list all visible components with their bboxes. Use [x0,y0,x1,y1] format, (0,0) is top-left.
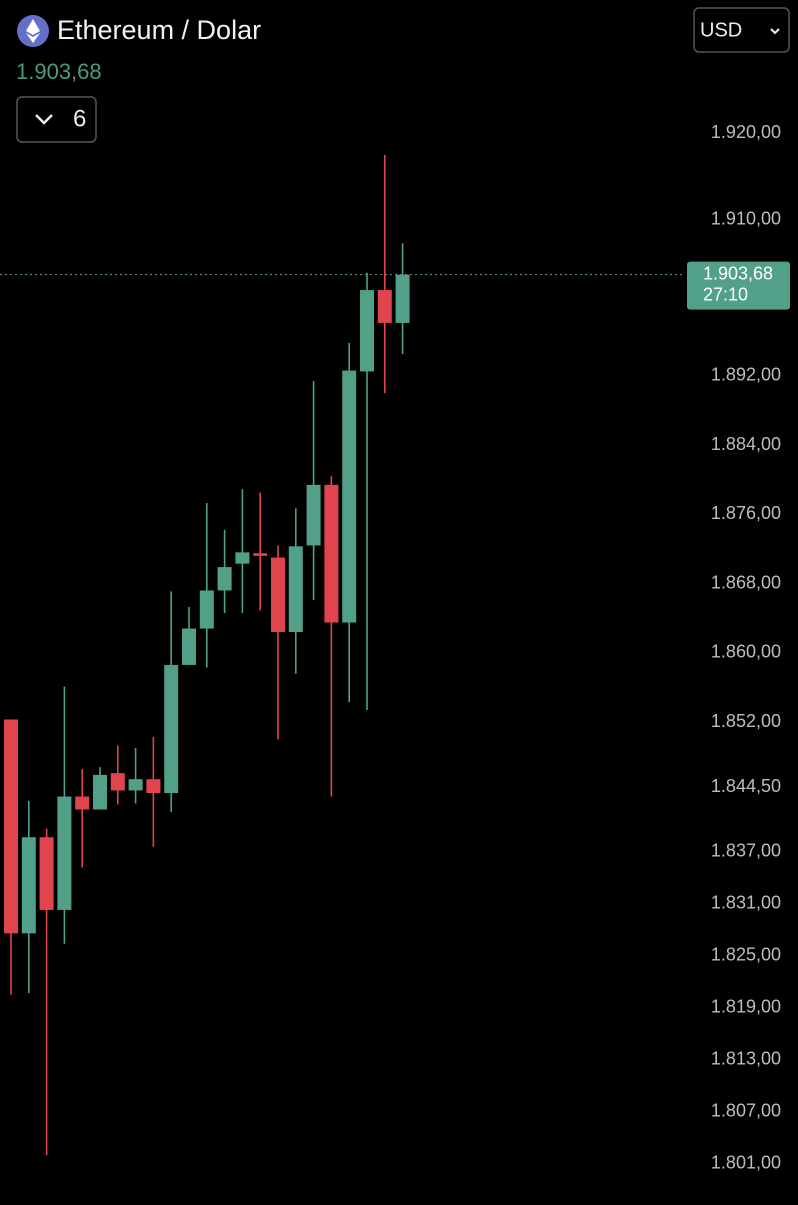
candle-body [75,796,90,810]
candle-body [324,484,339,623]
candle-body [146,779,161,794]
y-tick-label: 1.831,00 [711,893,781,913]
candle-body [271,557,285,633]
y-tick-label: 1.813,00 [711,1048,781,1068]
candle-body [217,567,232,591]
candle-body [182,628,196,665]
last-price-tag [687,261,790,310]
candle-body [4,719,18,934]
candle-body [57,796,72,910]
last-price-label: 1.903,68 [703,263,773,283]
interval: 6 [73,105,86,132]
candle-body [288,546,303,633]
candle-body [93,774,107,810]
select-chevron [770,28,780,35]
currency: USD [700,19,742,41]
y-tick-label: 1.819,00 [711,997,781,1017]
y-tick-label: 1.910,00 [711,209,781,229]
y-tick-label: 1.801,00 [711,1152,781,1172]
candle-body [21,837,36,934]
y-tick-label: 1.876,00 [711,503,781,523]
candle-body [360,290,374,372]
y-tick-label: 1.825,00 [711,945,781,965]
interval-dropdown[interactable] [16,96,97,143]
y-tick-label: 1.892,00 [711,365,781,385]
y-tick-label: 1.868,00 [711,572,781,592]
candle-body [199,590,214,629]
chevron [35,114,53,125]
y-tick-label: 1.852,00 [711,711,781,731]
candle-body [128,779,143,791]
eth-glyph [26,19,40,43]
y-tick-label: 1.844,50 [711,776,781,796]
candle-body [395,274,410,323]
countdown: 27:10 [703,284,748,304]
currency-select[interactable] [693,7,790,53]
candle-body [39,837,54,910]
candle-body [235,552,250,564]
price: 1.903,68 [16,59,102,84]
y-tick-label: 1.860,00 [711,642,781,662]
candle-body [306,484,321,546]
candle-body [377,290,392,323]
plot: 1.920,00 1.910,00 1.892,00 1.884,00 1.876,00… [0,122,790,1172]
y-tick-label: 1.837,00 [711,841,781,861]
y-tick-label: 1.920,00 [711,122,781,142]
header: Ethereum / Dolar 1.903,68 6 USD [16,7,790,143]
candle-body [342,370,357,623]
candle-body [164,664,179,794]
candle-body [253,553,268,556]
title: Ethereum / Dolar [57,15,261,45]
y-tick-label: 1.807,00 [711,1100,781,1120]
y-tick-label: 1.884,00 [711,434,781,454]
candle-body [110,773,125,791]
